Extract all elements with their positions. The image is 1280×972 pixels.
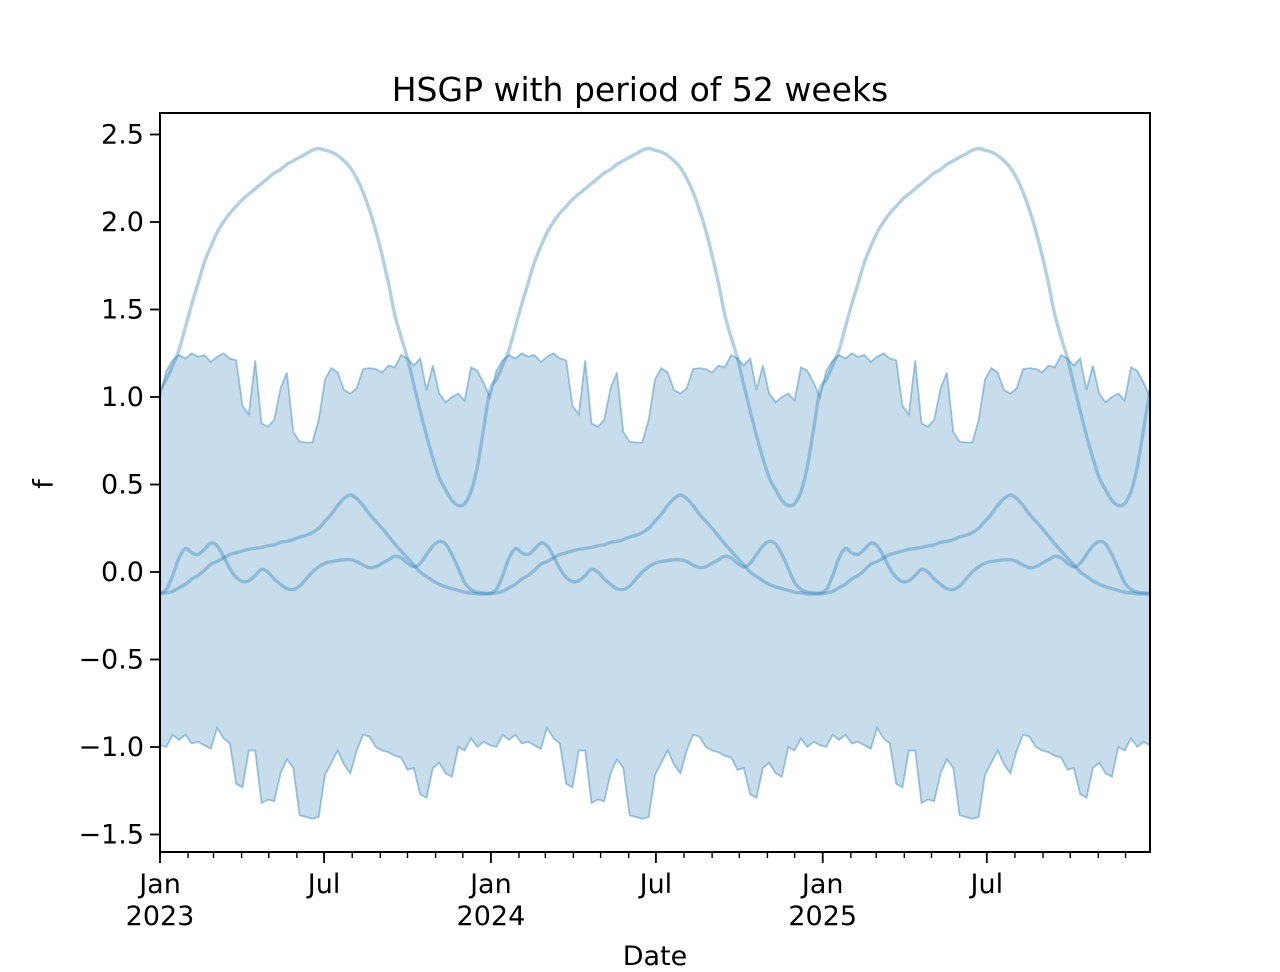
x-axis-label: Date [622, 941, 688, 972]
y-tick-label: −1.0 [78, 732, 144, 763]
curve-prior-sample-3 [160, 539, 1150, 595]
axes-spines [159, 112, 1151, 853]
x-tick-label-month: Jul [638, 869, 673, 900]
credible-band-upper-edge [160, 352, 1150, 444]
chart-title: HSGP with period of 52 weeks [391, 70, 889, 109]
x-tick-label-month: Jan [468, 869, 512, 900]
y-tick-label: 1.5 [101, 295, 144, 326]
x-tick-label-year: 2025 [788, 901, 857, 932]
curve-prior-sample-1 [160, 146, 1150, 508]
x-tick-label-month: Jan [137, 869, 181, 900]
y-tick-label: −1.5 [78, 820, 144, 851]
y-tick-label: 1.0 [101, 382, 144, 413]
credible-band-lower-edge [160, 725, 1150, 820]
x-tick-label-month: Jan [800, 869, 844, 900]
curve-prior-sample-2 [160, 493, 1150, 596]
y-tick-label: 0.5 [101, 470, 144, 501]
credible-band-fill [160, 353, 1150, 819]
x-tick-label-month: Jul [306, 869, 341, 900]
y-tick-label: 2.0 [101, 207, 144, 238]
x-tick-label-year: 2024 [457, 901, 526, 932]
y-tick-label: 0.0 [101, 557, 144, 588]
y-tick-label: 2.5 [101, 120, 144, 151]
x-tick-label-year: 2023 [126, 901, 195, 932]
y-tick-label: −0.5 [78, 645, 144, 676]
x-tick-label-month: Jul [969, 869, 1004, 900]
